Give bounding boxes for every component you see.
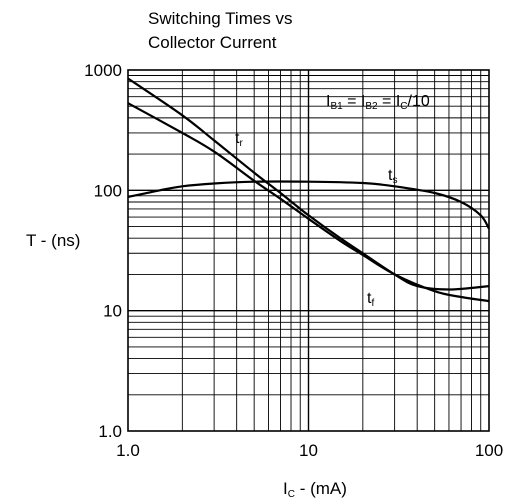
plot-series bbox=[127, 77, 490, 303]
plot-frame bbox=[127, 69, 490, 432]
annotation-part: = I bbox=[378, 93, 401, 110]
annotation-sub: B1 bbox=[330, 101, 343, 112]
drive-condition-annotation: IB1 = IB2 = IC/10 bbox=[326, 93, 430, 112]
plot-grid bbox=[128, 70, 489, 431]
x-axis-label-sub: C bbox=[288, 489, 295, 500]
x-tick-label: 10 bbox=[299, 441, 318, 460]
annotation-part: = I bbox=[343, 93, 366, 110]
axis-tick-labels: 1.0 10 100 1.0 10 100 1000 bbox=[84, 61, 503, 460]
series-label-main: t bbox=[388, 167, 393, 184]
series-label-sub: f bbox=[371, 298, 374, 309]
series-label-sub: r bbox=[239, 138, 243, 149]
x-tick-label: 1.0 bbox=[116, 441, 140, 460]
y-tick-label: 10 bbox=[103, 302, 122, 321]
chart-title-line-2: Collector Current bbox=[148, 33, 277, 52]
series-label-main: t bbox=[367, 290, 372, 307]
chart-title-line-1: Switching Times vs bbox=[148, 9, 293, 28]
series-label-main: t bbox=[235, 130, 240, 147]
y-tick-label: 100 bbox=[94, 181, 122, 200]
annotation-sub: B2 bbox=[365, 101, 378, 112]
series-label-tf: tf bbox=[367, 290, 374, 309]
x-tick-label: 100 bbox=[475, 441, 503, 460]
y-tick-label: 1000 bbox=[84, 61, 122, 80]
series-label-sub: s bbox=[392, 175, 397, 186]
annotation-part: /10 bbox=[408, 93, 430, 110]
x-axis-label-rest: - (mA) bbox=[295, 479, 347, 498]
series-tf-line bbox=[127, 102, 490, 303]
y-tick-label: 1.0 bbox=[98, 422, 122, 441]
annotation-part: I bbox=[326, 93, 330, 110]
series-label-tr: tr bbox=[235, 130, 243, 149]
series-label-ts: ts bbox=[388, 167, 397, 186]
x-axis-label: IC - (mA) bbox=[283, 479, 347, 500]
y-axis-label: T - (ns) bbox=[26, 231, 80, 250]
x-axis-label-main: I bbox=[283, 479, 288, 498]
series-ts-line bbox=[127, 180, 490, 230]
annotation-sub: C bbox=[400, 101, 407, 112]
